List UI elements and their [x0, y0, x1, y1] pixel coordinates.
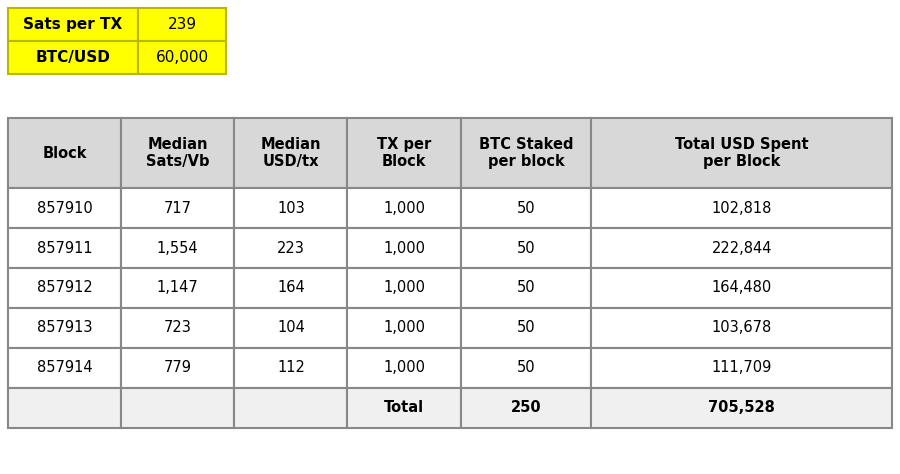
Text: 857911: 857911 — [37, 240, 93, 255]
Bar — [234, 388, 347, 428]
Bar — [122, 188, 234, 228]
Text: BTC/USD: BTC/USD — [36, 50, 111, 65]
Bar — [8, 388, 122, 428]
Text: 1,000: 1,000 — [383, 320, 425, 336]
Bar — [234, 268, 347, 308]
Bar — [347, 118, 461, 188]
Bar — [234, 308, 347, 348]
Text: 779: 779 — [164, 361, 192, 375]
Text: TX per
Block: TX per Block — [377, 137, 431, 169]
Text: 164,480: 164,480 — [712, 281, 772, 295]
Bar — [8, 188, 122, 228]
Text: 60,000: 60,000 — [156, 50, 209, 65]
Text: 50: 50 — [517, 281, 535, 295]
Text: 1,000: 1,000 — [383, 201, 425, 216]
Bar — [347, 188, 461, 228]
Text: 103: 103 — [277, 201, 305, 216]
Text: Sats per TX: Sats per TX — [23, 17, 122, 32]
Text: 50: 50 — [517, 361, 535, 375]
Text: 1,147: 1,147 — [157, 281, 199, 295]
Bar — [138, 41, 226, 74]
Bar — [591, 188, 892, 228]
Text: 723: 723 — [164, 320, 192, 336]
Bar — [461, 228, 591, 268]
Text: 857914: 857914 — [37, 361, 93, 375]
Text: 50: 50 — [517, 201, 535, 216]
Text: 1,554: 1,554 — [157, 240, 199, 255]
Bar — [138, 8, 226, 41]
Bar — [8, 228, 122, 268]
Text: Total: Total — [384, 401, 424, 416]
Text: 112: 112 — [277, 361, 305, 375]
Bar — [461, 268, 591, 308]
Text: 223: 223 — [277, 240, 305, 255]
Text: 103,678: 103,678 — [712, 320, 772, 336]
Bar — [347, 348, 461, 388]
Bar — [8, 8, 138, 41]
Bar — [591, 268, 892, 308]
Text: 705,528: 705,528 — [708, 401, 775, 416]
Bar — [461, 308, 591, 348]
Bar — [122, 348, 234, 388]
Bar — [347, 228, 461, 268]
Bar — [122, 118, 234, 188]
Text: 250: 250 — [510, 401, 541, 416]
Bar — [122, 308, 234, 348]
Bar — [234, 348, 347, 388]
Text: 50: 50 — [517, 240, 535, 255]
Bar — [122, 268, 234, 308]
Bar — [8, 41, 138, 74]
Bar — [122, 388, 234, 428]
Bar — [461, 348, 591, 388]
Text: 50: 50 — [517, 320, 535, 336]
Text: 104: 104 — [277, 320, 305, 336]
Text: 857913: 857913 — [37, 320, 93, 336]
Bar — [347, 388, 461, 428]
Text: 164: 164 — [277, 281, 305, 295]
Text: 1,000: 1,000 — [383, 361, 425, 375]
Bar — [591, 118, 892, 188]
Bar — [8, 268, 122, 308]
Text: 857910: 857910 — [37, 201, 93, 216]
Bar — [461, 118, 591, 188]
Bar — [461, 388, 591, 428]
Bar — [591, 388, 892, 428]
Bar — [591, 228, 892, 268]
Text: Median
USD/tx: Median USD/tx — [261, 137, 321, 169]
Bar — [591, 348, 892, 388]
Text: 222,844: 222,844 — [712, 240, 772, 255]
Text: 1,000: 1,000 — [383, 281, 425, 295]
Bar — [8, 118, 122, 188]
Bar — [234, 118, 347, 188]
Text: 717: 717 — [164, 201, 192, 216]
Text: 239: 239 — [167, 17, 196, 32]
Text: Block: Block — [42, 146, 86, 161]
Bar — [591, 308, 892, 348]
Bar — [234, 188, 347, 228]
Text: 102,818: 102,818 — [712, 201, 772, 216]
Bar — [461, 188, 591, 228]
Text: 111,709: 111,709 — [712, 361, 772, 375]
Bar — [347, 268, 461, 308]
Bar — [8, 348, 122, 388]
Bar — [234, 228, 347, 268]
Bar — [8, 308, 122, 348]
Text: 857912: 857912 — [37, 281, 93, 295]
Bar — [347, 308, 461, 348]
Text: Total USD Spent
per Block: Total USD Spent per Block — [675, 137, 808, 169]
Text: Median
Sats/Vb: Median Sats/Vb — [146, 137, 210, 169]
Text: BTC Staked
per block: BTC Staked per block — [479, 137, 573, 169]
Bar — [122, 228, 234, 268]
Text: 1,000: 1,000 — [383, 240, 425, 255]
